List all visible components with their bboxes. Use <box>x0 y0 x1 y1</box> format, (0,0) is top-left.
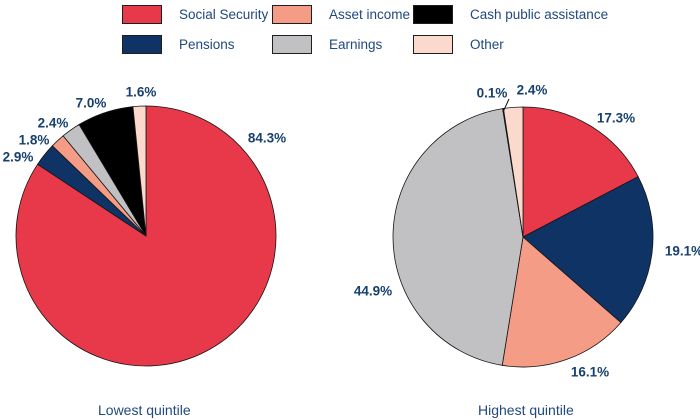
slice-label-cash-public-assistance: 0.1% <box>476 85 508 101</box>
caption-highest-quintile: Highest quintile <box>478 402 574 418</box>
legend-label: Other <box>470 37 504 52</box>
pie-slice-asset-income <box>501 236 622 368</box>
legend-label: Social Security <box>179 7 269 22</box>
caption-lowest-quintile: Lowest quintile <box>98 402 191 418</box>
slice-label-asset-income: 16.1% <box>570 364 610 380</box>
legend-swatch-earnings <box>272 35 312 54</box>
legend-item-other: Other <box>413 35 504 54</box>
slice-label-cash-public-assistance: 7.0% <box>75 95 107 111</box>
legend-item-earnings: Earnings <box>272 35 382 54</box>
slice-label-other: 1.6% <box>125 84 157 100</box>
slice-label-asset-income: 1.8% <box>18 132 50 148</box>
slice-label-pensions: 19.1% <box>664 243 700 259</box>
legend-label: Cash public assistance <box>470 7 609 22</box>
leader-line-cash-public-assistance <box>502 98 510 113</box>
legend-label: Earnings <box>329 37 383 52</box>
pie-slice-social-security <box>15 105 277 367</box>
pie-slice-other <box>502 106 524 238</box>
legend-swatch-pensions <box>122 35 162 54</box>
legend-swatch-cash-public-assistance <box>413 5 453 24</box>
slice-label-earnings: 44.9% <box>353 283 393 299</box>
legend: Social Security Asset income Cash public a… <box>0 0 700 65</box>
slice-label-other: 2.4% <box>516 82 548 98</box>
legend-item-cash-public-assistance: Cash public assistance <box>413 5 608 24</box>
legend-swatch-asset-income <box>272 5 312 24</box>
pie-slice-pensions <box>522 176 654 324</box>
legend-item-pensions: Pensions <box>122 35 235 54</box>
pie-slice-other <box>132 105 147 237</box>
slice-label-pensions: 2.9% <box>2 149 34 165</box>
legend-label: Asset income <box>329 7 411 22</box>
legend-item-social-security: Social Security <box>122 5 268 24</box>
legend-label: Pensions <box>179 37 235 52</box>
pie-slice-social-security <box>522 106 639 238</box>
legend-item-asset-income: Asset income <box>272 5 410 24</box>
slice-label-earnings: 2.4% <box>37 115 69 131</box>
slice-label-social-security: 17.3% <box>596 110 636 126</box>
pie-slice-earnings <box>392 108 524 366</box>
slice-label-social-security: 84.3% <box>247 130 287 146</box>
legend-swatch-social-security <box>122 5 162 24</box>
legend-swatch-other <box>413 35 453 54</box>
